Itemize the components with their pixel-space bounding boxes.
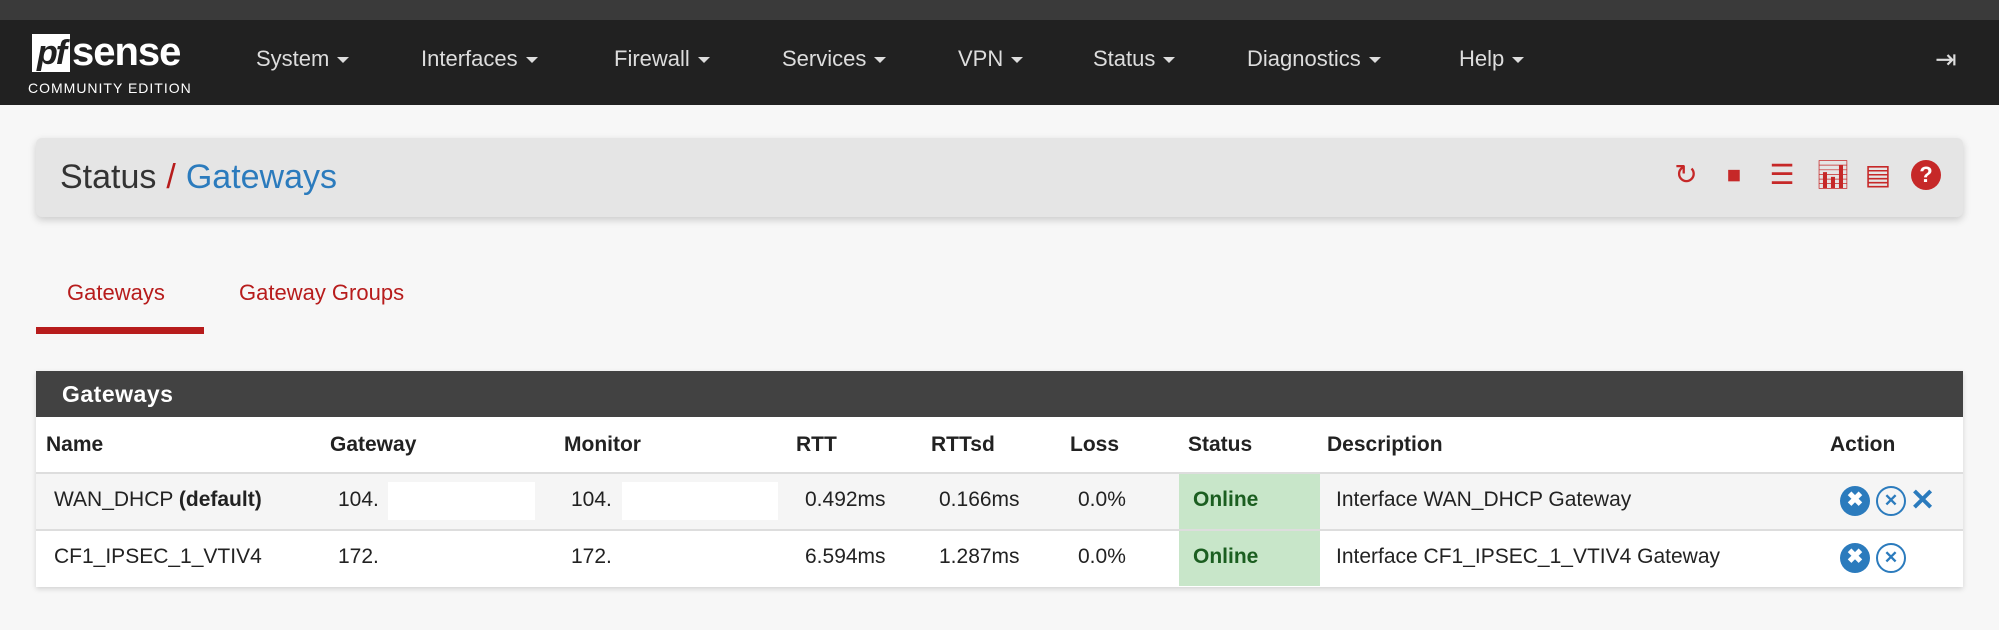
gateway-name: CF1_IPSEC_1_VTIV4 bbox=[54, 545, 262, 568]
menu-label: Services bbox=[782, 46, 867, 71]
navbar: pf sense COMMUNITY EDITION System Interf… bbox=[0, 20, 1999, 105]
panel-title: Gateways bbox=[36, 371, 1963, 417]
refresh-icon[interactable]: ↻ bbox=[1674, 159, 1698, 190]
caret-down-icon bbox=[525, 57, 538, 64]
edition-label: COMMUNITY EDITION bbox=[28, 80, 192, 96]
sign-out-icon[interactable]: ⇥ bbox=[1935, 44, 1957, 74]
caret-down-icon bbox=[1368, 57, 1381, 64]
stop-circle-icon[interactable]: ⏹ bbox=[1726, 159, 1741, 190]
caret-down-icon bbox=[337, 57, 350, 64]
rttsd: 0.166ms bbox=[939, 488, 1020, 511]
tab-gateway-groups[interactable]: Gateway Groups bbox=[239, 280, 405, 305]
description: Interface WAN_DHCP Gateway bbox=[1336, 488, 1632, 511]
menu-services[interactable]: Services bbox=[782, 46, 887, 72]
table-row: WAN_DHCP (default) 104. 104. 0.492ms 0.1… bbox=[36, 472, 1963, 529]
pfsense-logo[interactable]: pf sense COMMUNITY EDITION bbox=[28, 30, 208, 96]
menu-firewall[interactable]: Firewall bbox=[614, 46, 710, 72]
col-monitor: Monitor bbox=[564, 433, 641, 456]
menu-label: VPN bbox=[958, 46, 1004, 71]
gateway-name: WAN_DHCP (default) bbox=[54, 488, 262, 511]
gateway-address: 172. bbox=[338, 545, 379, 568]
caret-down-icon bbox=[1512, 57, 1525, 64]
breadcrumb: Status / Gateways bbox=[60, 158, 337, 197]
help-icon[interactable]: ? bbox=[1911, 160, 1941, 190]
breadcrumb-bar: Status / Gateways ↻ ⏹ ☰ 📊︎ ▤ ? bbox=[36, 138, 1963, 217]
col-status: Status bbox=[1188, 433, 1253, 456]
breadcrumb-parent[interactable]: Status bbox=[60, 158, 157, 196]
col-rttsd: RTTsd bbox=[931, 433, 995, 456]
caret-down-icon bbox=[697, 57, 710, 64]
gateway-address: 104. bbox=[338, 488, 379, 511]
redaction bbox=[622, 482, 778, 520]
menu-diagnostics[interactable]: Diagnostics bbox=[1247, 46, 1381, 72]
logo-word: sense bbox=[72, 30, 181, 74]
menu-label: Help bbox=[1459, 46, 1505, 71]
menu-interfaces[interactable]: Interfaces bbox=[421, 46, 538, 72]
col-action: Action bbox=[1830, 433, 1896, 456]
list-icon[interactable]: ▤ bbox=[1864, 159, 1892, 190]
rttsd: 1.287ms bbox=[939, 545, 1020, 568]
menu-label: Status bbox=[1093, 46, 1156, 71]
menu-system[interactable]: System bbox=[256, 46, 350, 72]
col-description: Description bbox=[1327, 433, 1443, 456]
browser-strip bbox=[0, 0, 1999, 20]
default-label: (default) bbox=[178, 488, 262, 511]
remove-circle-outline-icon[interactable]: ✕ bbox=[1876, 543, 1906, 573]
caret-down-icon bbox=[874, 57, 887, 64]
menu-label: Interfaces bbox=[421, 46, 518, 71]
active-tab-indicator bbox=[36, 327, 204, 334]
rtt: 6.594ms bbox=[805, 545, 886, 568]
caret-down-icon bbox=[1011, 57, 1024, 64]
breadcrumb-current[interactable]: Gateways bbox=[185, 158, 338, 196]
remove-circle-icon[interactable]: ✖ bbox=[1840, 543, 1870, 573]
rtt: 0.492ms bbox=[805, 488, 886, 511]
menu-label: Diagnostics bbox=[1247, 46, 1361, 71]
loss: 0.0% bbox=[1078, 545, 1126, 568]
description: Interface CF1_IPSEC_1_VTIV4 Gateway bbox=[1336, 545, 1721, 568]
remove-circle-outline-icon[interactable]: ✕ bbox=[1876, 486, 1906, 516]
tab-gateways[interactable]: Gateways bbox=[67, 280, 165, 305]
col-name: Name bbox=[46, 433, 104, 456]
breadcrumb-separator: / bbox=[166, 158, 176, 196]
logo-mark: pf bbox=[32, 34, 70, 72]
col-rtt: RTT bbox=[796, 433, 837, 456]
menu-label: System bbox=[256, 46, 330, 71]
gateways-panel: Gateways Name Gateway Monitor RTT RTTsd … bbox=[36, 371, 1963, 587]
caret-down-icon bbox=[1163, 57, 1176, 64]
table-row: CF1_IPSEC_1_VTIV4 172. 172. 6.594ms 1.28… bbox=[36, 529, 1963, 586]
menu-vpn[interactable]: VPN bbox=[958, 46, 1024, 72]
status-badge: Online bbox=[1179, 474, 1320, 529]
menu-status[interactable]: Status bbox=[1093, 46, 1176, 72]
delete-x-icon[interactable]: ✕ bbox=[1910, 484, 1936, 517]
status-badge: Online bbox=[1179, 531, 1320, 586]
monitor-address: 172. bbox=[571, 545, 612, 568]
menu-help[interactable]: Help bbox=[1459, 46, 1525, 72]
monitor-address: 104. bbox=[571, 488, 612, 511]
redaction bbox=[388, 482, 535, 520]
col-gateway: Gateway bbox=[330, 433, 417, 456]
sliders-icon[interactable]: ☰ bbox=[1769, 159, 1795, 190]
remove-circle-icon[interactable]: ✖ bbox=[1840, 486, 1870, 516]
menu-label: Firewall bbox=[614, 46, 690, 71]
loss: 0.0% bbox=[1078, 488, 1126, 511]
bar-chart-icon[interactable]: 📊︎ bbox=[1815, 159, 1851, 190]
col-loss: Loss bbox=[1070, 433, 1120, 456]
